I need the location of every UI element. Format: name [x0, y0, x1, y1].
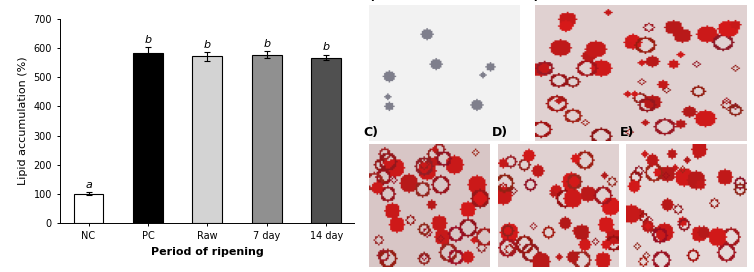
Text: B): B) — [525, 0, 540, 3]
Text: b: b — [323, 42, 329, 52]
Y-axis label: Lipid accumulation (%): Lipid accumulation (%) — [18, 57, 28, 185]
Bar — [311, 57, 341, 223]
Text: E): E) — [620, 126, 634, 139]
Bar — [74, 194, 103, 223]
Text: D): D) — [492, 126, 507, 139]
Bar — [192, 56, 222, 223]
Bar — [252, 55, 281, 223]
Text: a: a — [85, 180, 92, 190]
Text: b: b — [204, 40, 211, 50]
Text: C): C) — [363, 126, 379, 139]
Text: b: b — [144, 35, 152, 45]
Text: b: b — [263, 39, 271, 49]
Text: A): A) — [362, 0, 378, 3]
Bar — [133, 52, 163, 223]
X-axis label: Period of ripening: Period of ripening — [151, 247, 264, 257]
